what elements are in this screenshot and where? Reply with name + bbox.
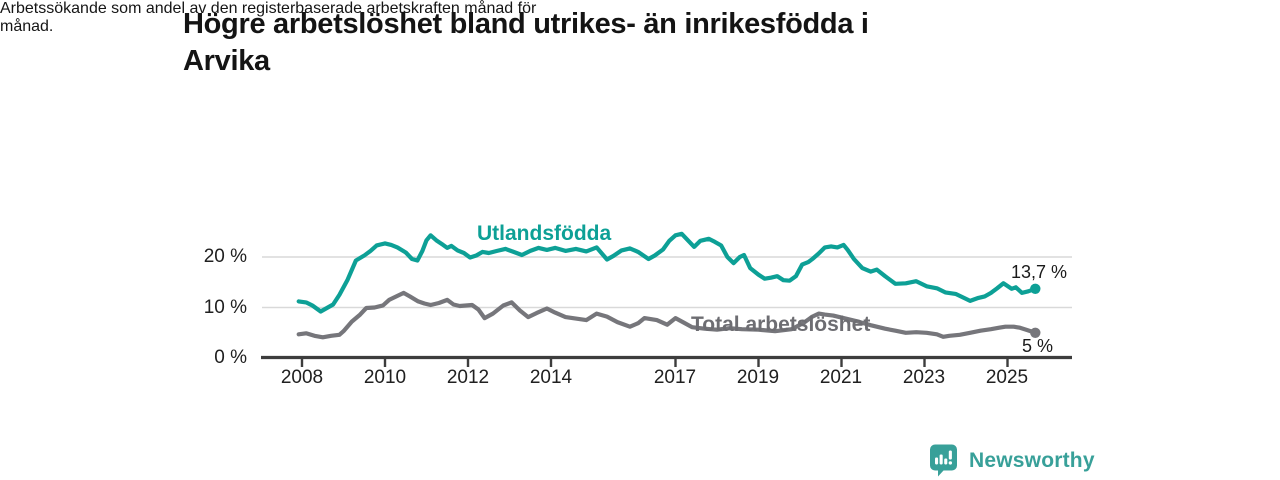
chart-title-line2: Arvika — [183, 45, 270, 77]
chart-subtitle-line1: Arbetssökande som andel av den registerb… — [0, 0, 537, 17]
series-label-utlandsfodda: Utlandsfödda — [477, 222, 612, 245]
brand-footer: Newsworthy — [929, 444, 1095, 477]
x-tick-2017: 2017 — [653, 367, 697, 388]
x-tick-2019: 2019 — [736, 367, 780, 388]
x-tick-2021: 2021 — [819, 367, 863, 388]
x-tick-2012: 2012 — [446, 367, 490, 388]
series-layer — [296, 231, 1041, 340]
chart-title-line1: Högre arbetslöshet bland utrikes- än inr… — [183, 8, 869, 40]
x-axis-tick-marks — [300, 359, 1009, 367]
series-line-utlandsf-dda — [296, 231, 1038, 314]
chart-subtitle-line2: månad. — [0, 18, 54, 35]
newsworthy-logo-icon — [929, 444, 958, 477]
x-tick-2008: 2008 — [280, 367, 324, 388]
x-tick-2025: 2025 — [985, 367, 1029, 388]
x-tick-2010: 2010 — [363, 367, 407, 388]
chart-title: Högre arbetslöshet bland utrikes- än inr… — [183, 6, 869, 80]
y-tick-0: 0 % — [214, 347, 247, 368]
x-tick-2014: 2014 — [529, 367, 573, 388]
series-end-dot-total-arbetsl-shet — [1030, 327, 1041, 338]
y-tick-20: 20 % — [203, 246, 247, 267]
x-tick-2023: 2023 — [902, 367, 946, 388]
brand-wordmark: Newsworthy — [969, 448, 1095, 472]
series-end-dot-utlandsf-dda — [1030, 283, 1041, 294]
series-line-total-arbetsl-shet — [296, 290, 1038, 340]
series-label-total-arbetsloshet: Total arbetslöshet — [691, 313, 871, 336]
end-value-utlandsfodda: 13,7 % — [1011, 262, 1068, 282]
end-value-total: 5 % — [1022, 336, 1054, 356]
y-tick-10: 10 % — [203, 297, 247, 318]
